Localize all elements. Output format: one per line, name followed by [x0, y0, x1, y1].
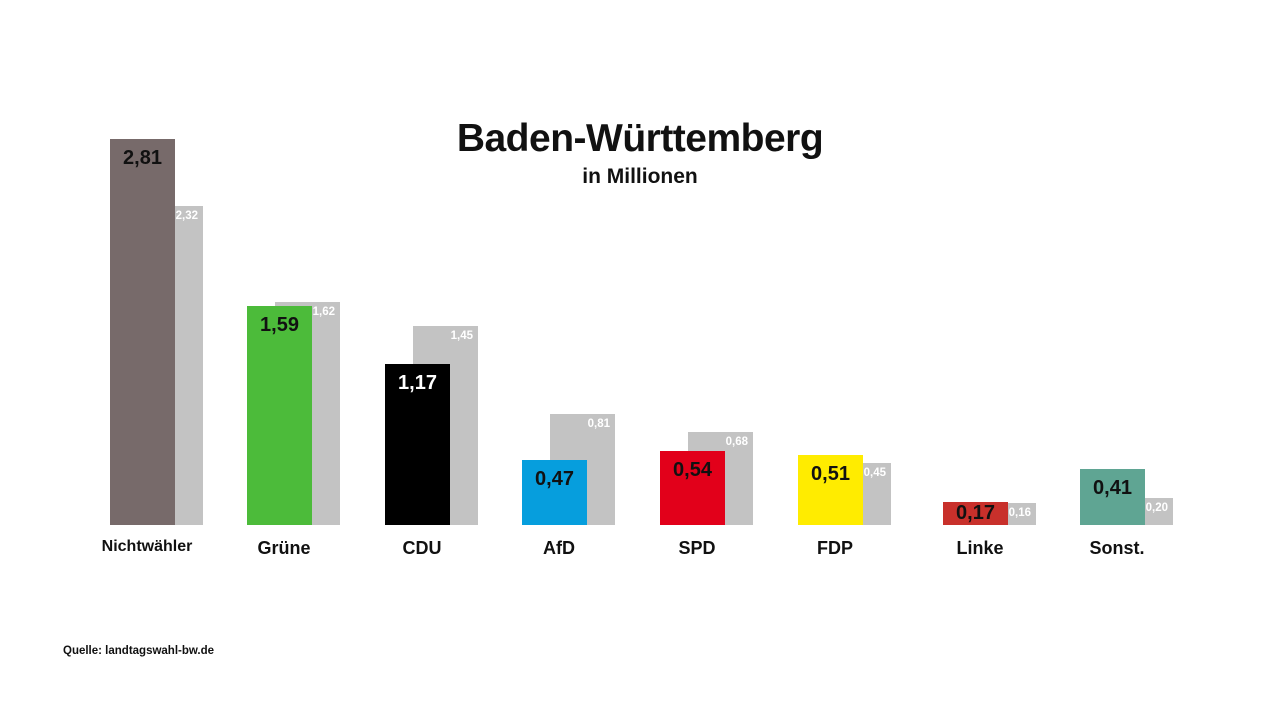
current-value-label: 1,59: [260, 314, 299, 337]
previous-value-label: 0,81: [587, 417, 610, 430]
page-title: Baden-Württemberg: [456, 117, 824, 160]
previous-value-label: 0,16: [1008, 507, 1031, 519]
current-value-label: 0,51: [811, 462, 850, 485]
source-credit: Quelle: landtagswahl-bw.de: [63, 645, 215, 657]
current-value-label: 0,41: [1093, 476, 1132, 499]
category-label-sonst: Sonst.: [1089, 538, 1145, 558]
title-block: Baden-Württemberg in Millionen: [0, 117, 1280, 189]
bar-current-nichtwhler: 2,81: [110, 138, 175, 525]
bar-current-cdu: 1,17: [385, 364, 450, 525]
category-label-fdp: FDP: [817, 538, 853, 558]
category-label-cdu: CDU: [402, 538, 442, 558]
category-label-nichtwhler: Nichtwähler: [101, 538, 193, 555]
current-value-label: 0,54: [673, 458, 712, 481]
category-label-spd: SPD: [678, 538, 716, 558]
previous-value-label: 1,45: [450, 329, 473, 342]
previous-value-label: 0,45: [863, 467, 886, 480]
bar-current-fdp: 0,51: [798, 454, 863, 525]
current-value-label: 1,17: [398, 372, 437, 395]
previous-value-label: 1,62: [312, 306, 335, 319]
bar-current-sonst: 0,41: [1080, 468, 1145, 525]
current-value-label: 0,17: [956, 502, 995, 525]
category-label-linke: Linke: [956, 538, 1004, 558]
bar-current-spd: 0,54: [660, 450, 725, 525]
bar-current-afd: 0,47: [522, 460, 587, 525]
bar-current-grne: 1,59: [247, 306, 312, 525]
previous-value-label: 0,68: [725, 435, 748, 448]
previous-value-label: 2,32: [175, 210, 198, 222]
previous-value-label: 0,20: [1145, 501, 1168, 514]
current-value-label: 2,81: [123, 146, 162, 169]
page-subtitle: in Millionen: [582, 164, 698, 188]
current-value-label: 0,47: [535, 468, 574, 491]
bar-current-linke: 0,17: [943, 501, 1008, 525]
category-label-grne: Grüne: [257, 538, 311, 558]
category-label-afd: AfD: [543, 538, 575, 558]
